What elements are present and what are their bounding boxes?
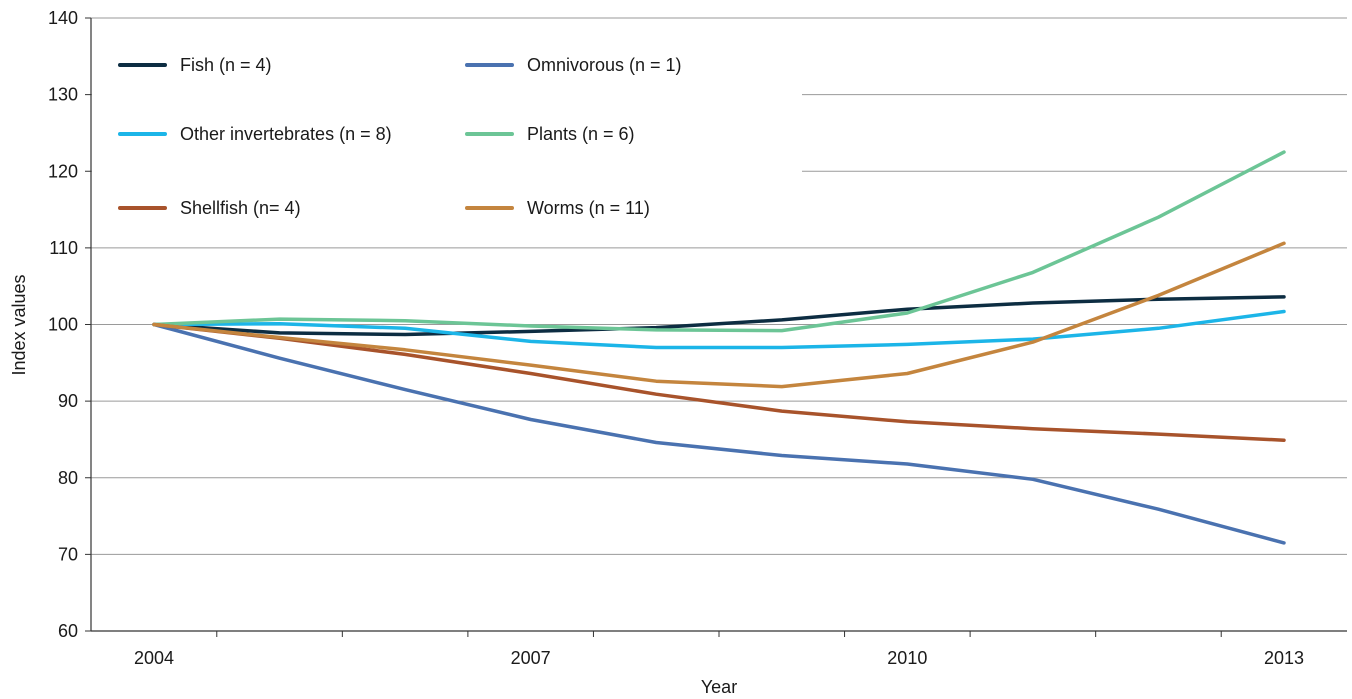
legend-label-5: Worms (n = 11) bbox=[527, 198, 650, 218]
legend-background bbox=[92, 30, 802, 225]
legend-label-2: Other invertebrates (n = 8) bbox=[180, 124, 392, 144]
legend-label-0: Fish (n = 4) bbox=[180, 55, 272, 75]
series-line-5 bbox=[152, 241, 1286, 389]
series-lines bbox=[152, 150, 1286, 545]
y-tick-label-80: 80 bbox=[58, 468, 78, 488]
series-line-1 bbox=[152, 322, 1286, 545]
y-tick-label-70: 70 bbox=[58, 544, 78, 564]
legend-label-4: Shellfish (n= 4) bbox=[180, 198, 301, 218]
x-tick-label-2004: 2004 bbox=[134, 648, 174, 668]
legend-label-1: Omnivorous (n = 1) bbox=[527, 55, 682, 75]
y-tick-label-90: 90 bbox=[58, 391, 78, 411]
x-tick-label-2013: 2013 bbox=[1264, 648, 1304, 668]
y-tick-label-120: 120 bbox=[48, 161, 78, 181]
series-line-3 bbox=[152, 150, 1286, 333]
series-line-0 bbox=[152, 295, 1286, 337]
y-tick-label-110: 110 bbox=[49, 238, 78, 258]
legend-label-3: Plants (n = 6) bbox=[527, 124, 635, 144]
series-line-2 bbox=[152, 309, 1286, 350]
y-axis-title: Index values bbox=[9, 274, 29, 375]
x-axis-title: Year bbox=[701, 677, 737, 697]
y-tick-label-130: 130 bbox=[48, 85, 78, 105]
y-axis-ticks: 60 70 80 90 100 110 120 130 140 bbox=[48, 8, 91, 641]
y-tick-label-140: 140 bbox=[48, 8, 78, 28]
legend-box bbox=[92, 30, 802, 225]
y-tick-label-60: 60 bbox=[58, 621, 78, 641]
legend: Fish (n = 4) Omnivorous (n = 1) Other inve… bbox=[118, 55, 682, 218]
x-tick-label-2007: 2007 bbox=[511, 648, 551, 668]
series-line-4 bbox=[152, 322, 1286, 442]
x-tick-label-2010: 2010 bbox=[887, 648, 927, 668]
y-tick-label-100: 100 bbox=[48, 315, 78, 335]
x-axis-ticks: 2004 2007 2010 2013 bbox=[134, 631, 1304, 668]
